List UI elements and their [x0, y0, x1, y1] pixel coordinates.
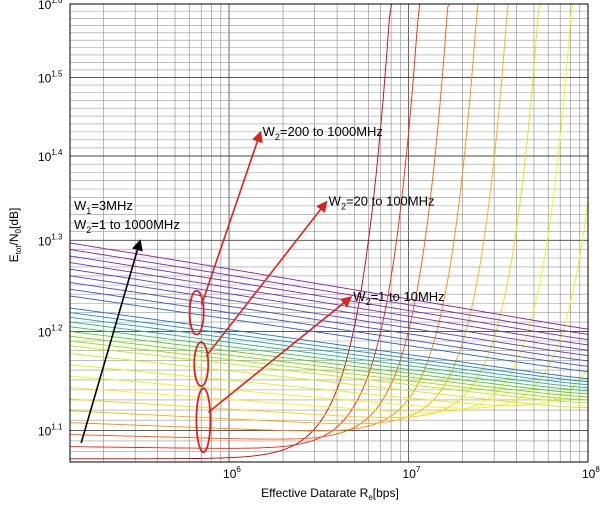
series-line	[69, 307, 589, 380]
y-tick-label: 101.1	[38, 423, 63, 439]
series-line	[69, 3, 509, 425]
annotation-label: W1=3MHz	[74, 198, 133, 216]
series-line	[69, 345, 588, 404]
y-tick-label: 101.5	[38, 69, 63, 85]
y-tick-label: 101.4	[38, 148, 63, 164]
series-line	[69, 249, 589, 335]
series-line	[69, 3, 574, 413]
series-line	[69, 3, 479, 432]
annotation-arrow	[80, 239, 143, 444]
series-line	[70, 3, 393, 460]
series-line	[69, 316, 589, 386]
annotation-label: W2=20 to 100MHz	[329, 194, 435, 212]
series-line	[70, 3, 421, 449]
tick-labels: 106 107 108 101.1 101.2 101.3 101.4 101.5 101.6	[38, 0, 600, 481]
series-line	[69, 282, 589, 362]
y-axis-label: Etot/N0[dB]	[7, 208, 23, 263]
x-tick-label: 107	[403, 465, 421, 481]
x-axis-label: Effective Datarate Re[bps]	[261, 486, 399, 502]
x-tick-label: 108	[582, 465, 600, 481]
y-tick-label: 101.3	[38, 232, 63, 248]
series-line	[69, 321, 589, 389]
series-line	[69, 364, 589, 407]
y-tick-label: 101.6	[38, 0, 63, 12]
annotation-arrow	[205, 200, 328, 357]
series-line	[69, 326, 589, 392]
annotation-label: W2=200 to 1000MHz	[263, 124, 383, 142]
series-line	[69, 262, 589, 346]
series-curves	[69, 3, 589, 460]
series-line	[69, 288, 589, 367]
series-line	[69, 242, 589, 330]
x-tick-label: 106	[223, 465, 241, 481]
annotation-label: W2=1 to 10MHz	[353, 289, 444, 307]
series-line	[69, 268, 589, 351]
series-line	[69, 3, 541, 419]
series-line	[69, 202, 589, 409]
annotation-ellipse	[195, 387, 212, 454]
series-line	[69, 340, 589, 401]
grid-lines	[70, 3, 589, 463]
annotation-arrow	[200, 130, 263, 305]
series-line	[69, 335, 589, 398]
annotation-ellipse	[193, 341, 210, 388]
series-line	[69, 331, 589, 395]
series-line	[69, 353, 588, 408]
series-line	[70, 3, 451, 440]
y-tick-label: 101.2	[38, 323, 63, 339]
series-line	[69, 312, 589, 383]
annotation-arrow	[207, 296, 353, 413]
annotation-ellipse	[188, 289, 205, 336]
annotation-label: W2=1 to 1000MHz	[74, 217, 180, 235]
series-line	[69, 295, 589, 373]
plot-frame	[69, 3, 589, 463]
series-line	[69, 255, 589, 341]
